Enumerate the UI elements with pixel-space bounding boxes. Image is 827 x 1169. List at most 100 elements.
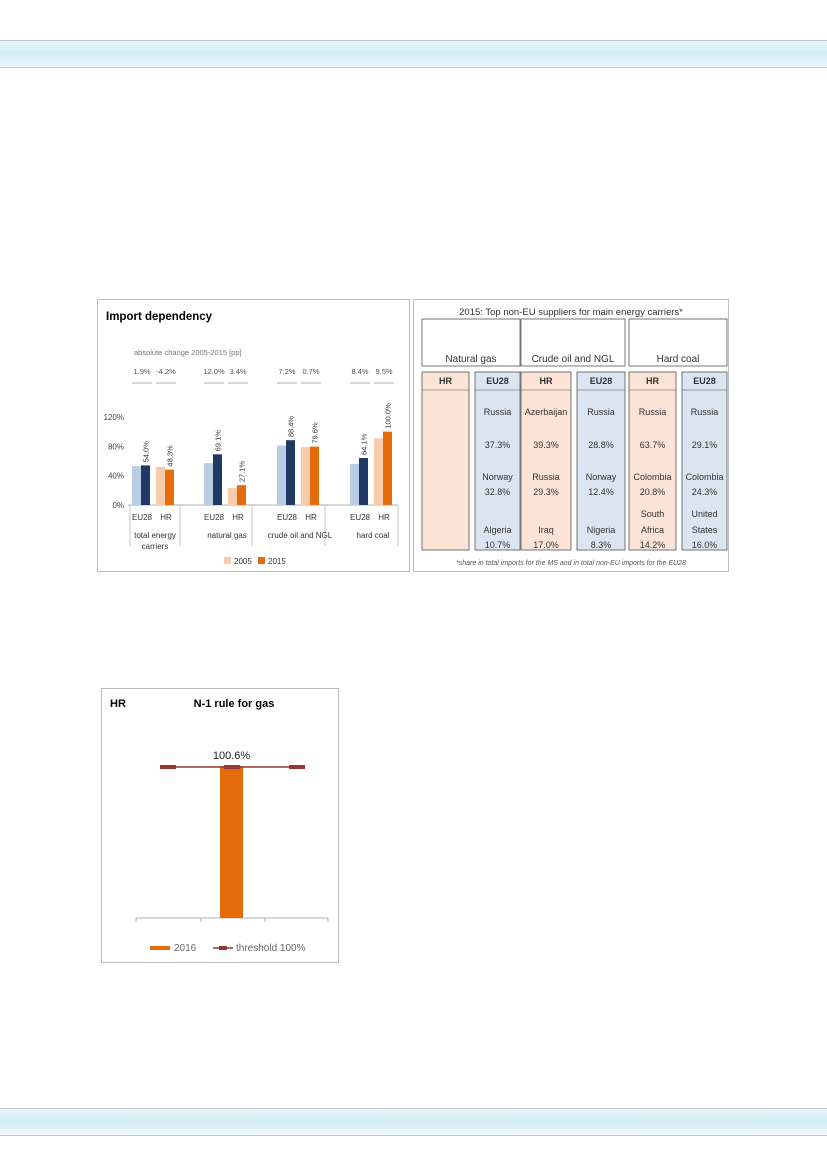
category-label: HR <box>232 513 244 522</box>
supplier-share: 14.2% <box>640 540 666 550</box>
bar-2005 <box>132 466 141 505</box>
carrier-label: Natural gas <box>445 354 496 365</box>
column-code: HR <box>439 376 452 386</box>
supplier-country: Russia <box>532 472 560 482</box>
column-code: EU28 <box>590 376 613 386</box>
change-label: 12.0% <box>203 367 225 376</box>
bar-value-label: 64.1% <box>360 433 369 455</box>
bar-2005 <box>156 466 165 505</box>
change-label: 7.2% <box>278 367 295 376</box>
supplier-country: Norway <box>482 472 513 482</box>
supplier-share: 10.7% <box>485 540 511 550</box>
bar-value-label: 69.1% <box>214 430 223 452</box>
suppliers-table: 2015: Top non-EU suppliers for main ener… <box>421 307 728 567</box>
suppliers-title: 2015: Top non-EU suppliers for main ener… <box>459 307 683 318</box>
supplier-country: Norway <box>586 472 617 482</box>
import-dependency-title: Import dependency <box>106 311 213 323</box>
legend-swatch-2016 <box>150 946 170 950</box>
group-label: total energy <box>134 531 176 540</box>
hr-column <box>421 371 470 551</box>
n1-title: N-1 rule for gas <box>194 698 275 710</box>
category-label: EU28 <box>350 513 371 522</box>
change-label: -4.2% <box>156 367 176 376</box>
n1-rule-panel: HR N-1 rule for gas 100.6% 2016 threshold … <box>101 688 339 963</box>
bar-value-label: 88.4% <box>287 416 296 438</box>
hr-column <box>520 371 572 551</box>
header-band <box>0 40 827 68</box>
supplier-country: Azerbaijan <box>525 407 568 417</box>
supplier-country: Russia <box>639 407 667 417</box>
change-label: 1.9% <box>133 367 150 376</box>
supplier-country: Colombia <box>633 472 671 482</box>
supplier-country: Russia <box>587 407 615 417</box>
bar-value-label: 79.6% <box>311 422 320 444</box>
suppliers-panel: 2015: Top non-EU suppliers for main ener… <box>413 299 729 572</box>
legend-label-2016: 2016 <box>174 943 197 954</box>
footer-band <box>0 1108 827 1136</box>
bar-value-label: 48.3% <box>166 445 175 467</box>
supplier-country: States <box>692 525 718 535</box>
eu28-column <box>474 371 521 551</box>
group-label: carriers <box>142 542 169 551</box>
bar-2005 <box>350 463 359 505</box>
carrier-label: Hard coal <box>657 354 700 365</box>
group-label: natural gas <box>207 531 247 540</box>
carrier-box <box>520 318 626 367</box>
supplier-country: Algeria <box>483 525 511 535</box>
bar-value-label: 54.0% <box>142 441 151 463</box>
y-tick-label: 120% <box>104 413 124 422</box>
supplier-share: 24.3% <box>692 487 718 497</box>
supplier-country: Colombia <box>685 472 723 482</box>
supplier-share: 8.3% <box>591 540 612 550</box>
hr-column <box>628 371 677 551</box>
column-code: HR <box>646 376 659 386</box>
category-label: HR <box>160 513 172 522</box>
carrier-box <box>421 318 521 367</box>
y-tick-label: 80% <box>108 442 124 451</box>
change-label: 9.5% <box>375 367 392 376</box>
group-label: hard coal <box>357 531 390 540</box>
y-tick-label: 40% <box>108 472 124 481</box>
column-code: EU28 <box>693 376 716 386</box>
legend-label-2015: 2015 <box>268 557 286 566</box>
n1-bar-value-label: 100.6% <box>213 750 251 762</box>
supplier-country: Africa <box>641 525 664 535</box>
category-label: EU28 <box>132 513 153 522</box>
carrier-box <box>628 318 728 367</box>
carrier-label: Crude oil and NGL <box>532 354 615 365</box>
n1-bar-2016 <box>220 766 243 918</box>
category-label: EU28 <box>204 513 225 522</box>
supplier-share: 16.0% <box>692 540 718 550</box>
import-dependency-chart: Import dependency absolute change 2005-2… <box>104 311 399 566</box>
n1-rule-chart: HR N-1 rule for gas 100.6% 2016 threshold … <box>110 698 329 954</box>
column-code: HR <box>540 376 553 386</box>
legend-label-threshold: threshold 100% <box>236 943 306 954</box>
bar-2015 <box>213 454 222 505</box>
bar-2005 <box>204 463 213 505</box>
bar-value-label: 100.0% <box>384 403 393 429</box>
supplier-share: 32.8% <box>485 487 511 497</box>
n1-threshold-marker <box>224 765 240 769</box>
legend-swatch-2015 <box>258 557 265 564</box>
import-dependency-panel: Import dependency absolute change 2005-2… <box>97 299 410 572</box>
bar-2005 <box>277 445 286 505</box>
bar-2015 <box>383 431 392 505</box>
bar-2015 <box>141 465 150 505</box>
bar-2015 <box>165 469 174 505</box>
supplier-country: Russia <box>691 407 719 417</box>
bar-2005 <box>374 438 383 505</box>
category-label: HR <box>305 513 317 522</box>
supplier-share: 39.3% <box>533 440 559 450</box>
category-label: EU28 <box>277 513 298 522</box>
bar-2005 <box>228 488 237 505</box>
supplier-share: 17.0% <box>533 540 559 550</box>
y-tick-label: 0% <box>112 501 124 510</box>
bar-2015 <box>237 485 246 505</box>
supplier-country: Iraq <box>538 525 554 535</box>
supplier-share: 37.3% <box>485 440 511 450</box>
n1-threshold-marker <box>289 765 305 769</box>
supplier-share: 29.3% <box>533 487 559 497</box>
category-label: HR <box>378 513 390 522</box>
column-code: EU28 <box>486 376 509 386</box>
supplier-country: Russia <box>484 407 512 417</box>
